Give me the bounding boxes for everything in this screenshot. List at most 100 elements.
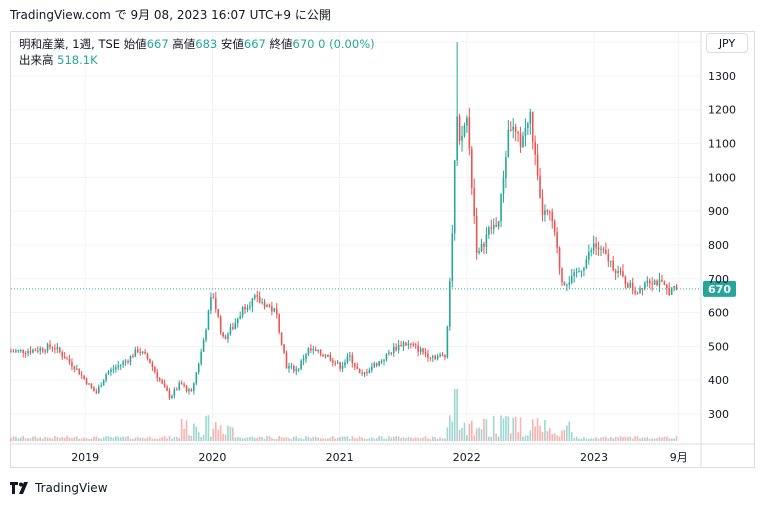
- candle-body: [214, 298, 217, 310]
- volume-bars: [10, 389, 678, 441]
- y-tick-label: 1100: [708, 138, 736, 151]
- candle-body: [107, 371, 110, 375]
- volume-bar: [631, 438, 634, 441]
- volume-bar: [263, 438, 266, 441]
- symbol-info: 明和産業, 1週, TSE: [19, 37, 121, 51]
- candle-body: [492, 225, 495, 229]
- candle-body: [271, 306, 273, 312]
- volume-bar: [293, 436, 295, 441]
- volume-bar: [63, 437, 66, 441]
- volume-bar: [373, 438, 376, 441]
- volume-bar: [158, 438, 161, 441]
- time-axis: 2019 2020 2021 2022 2023 9月: [11, 32, 755, 467]
- candle-body: [539, 175, 541, 198]
- volume-bar: [529, 430, 532, 441]
- candle-body: [39, 348, 42, 352]
- volume-bar: [468, 423, 471, 441]
- volume-bar: [110, 436, 112, 441]
- candle-body: [268, 305, 271, 307]
- candle-body: [385, 353, 388, 360]
- volume-bar: [339, 437, 341, 441]
- volume-bar: [285, 437, 288, 441]
- candle-body: [353, 363, 356, 367]
- open-label: 始値: [123, 37, 147, 51]
- candle-body: [273, 308, 276, 312]
- volume-bar: [412, 438, 415, 441]
- volume-bar: [105, 436, 107, 441]
- brand-name: TradingView: [35, 481, 108, 495]
- volume-bar: [509, 433, 512, 441]
- volume-bar: [336, 437, 339, 441]
- volume-bar: [283, 437, 285, 441]
- x-tick-label: 9月: [670, 451, 688, 464]
- volume-bar: [29, 438, 32, 441]
- volume-bar: [307, 436, 310, 441]
- candle-body: [458, 116, 461, 141]
- volume-bar: [227, 425, 229, 441]
- volume-bar: [607, 438, 610, 441]
- volume-bar: [344, 436, 346, 441]
- close-value: 670: [292, 37, 315, 51]
- volume-bar: [261, 437, 263, 441]
- volume-bar: [19, 437, 22, 441]
- volume-bar: [217, 429, 220, 441]
- volume-bar: [666, 436, 668, 441]
- candle-body: [544, 210, 546, 215]
- candle-body: [524, 127, 527, 136]
- volume-bar: [527, 435, 529, 441]
- candle-body: [124, 361, 127, 363]
- low-label: 安値: [220, 37, 244, 51]
- candle-body: [178, 382, 181, 390]
- volume-bar: [458, 429, 461, 441]
- volume-bar: [375, 438, 378, 441]
- volume-bar: [500, 415, 502, 441]
- volume-bar: [573, 438, 575, 441]
- candle-body: [658, 279, 661, 286]
- candle-body: [156, 371, 159, 379]
- volume-bar: [163, 436, 166, 441]
- candle-body: [346, 356, 349, 363]
- chart-frame: [10, 31, 755, 468]
- candle-body: [283, 344, 285, 353]
- candle-body: [624, 276, 627, 284]
- volume-bar: [112, 437, 115, 441]
- volume-bar: [93, 436, 95, 441]
- volume-bar: [519, 417, 522, 441]
- open-value: 667: [146, 37, 169, 51]
- volume-bar: [183, 428, 185, 441]
- candle-body: [656, 280, 658, 286]
- volume-bar: [524, 435, 527, 441]
- volume-bar: [602, 437, 605, 441]
- candle-body: [314, 349, 317, 352]
- volume-bar: [588, 438, 590, 441]
- candle-body: [136, 349, 139, 353]
- volume-bar: [275, 438, 278, 441]
- candle-body: [463, 125, 466, 137]
- legend-ohlc: 明和産業, 1週, TSE 始値667 高値683 安値667 終値670 0 …: [19, 36, 375, 52]
- volume-bar: [566, 425, 568, 441]
- volume-bar: [463, 422, 466, 441]
- volume-bar: [427, 438, 429, 441]
- currency-button[interactable]: JPY: [706, 33, 748, 53]
- volume-bar: [156, 438, 159, 441]
- volume-bar: [600, 437, 602, 441]
- volume-bar: [558, 436, 561, 441]
- candle-body: [400, 344, 402, 347]
- candle-body: [366, 372, 368, 374]
- volume-bar: [629, 436, 632, 441]
- candle-body: [71, 362, 73, 367]
- volume-bar: [517, 432, 519, 441]
- volume-bar: [236, 436, 239, 441]
- candle-body: [434, 355, 437, 360]
- candle-body: [514, 126, 517, 132]
- volume-bar: [531, 419, 534, 441]
- candle-body: [158, 378, 161, 381]
- candle-body: [97, 386, 100, 393]
- volume-bar: [546, 431, 549, 441]
- volume-bar: [146, 437, 149, 441]
- candle-body: [202, 340, 205, 352]
- candle-body: [254, 295, 256, 299]
- candle-body: [358, 368, 361, 373]
- volume-bar: [234, 437, 237, 441]
